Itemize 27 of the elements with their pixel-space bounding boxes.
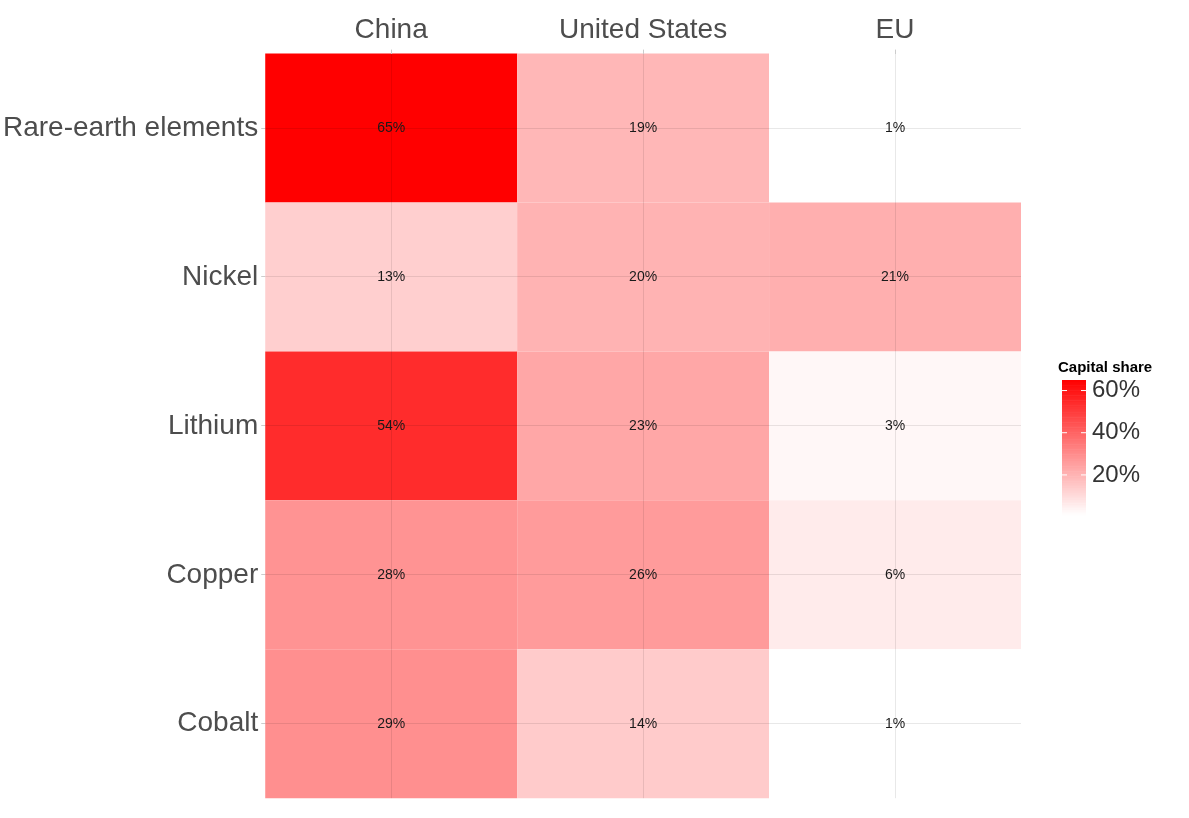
color-bar-title: Capital share [1058,358,1153,375]
data-label: 29% [377,714,406,731]
color-bar-label: 60% [1092,375,1141,403]
data-label: 54% [377,416,406,433]
data-label: 28% [377,565,406,582]
data-label: 20% [629,267,658,284]
data-label: 65% [377,118,406,135]
y-tick-label: Rare-earth elements [2,110,259,142]
color-bar-label: 40% [1092,417,1141,445]
data-label: 14% [629,714,658,731]
x-tick-label: United States [559,12,728,44]
data-label: 3% [884,416,906,433]
x-tick-label: China [354,12,429,44]
y-tick-label: Copper [166,557,259,589]
data-label: 19% [629,118,658,135]
color-bar-label: 20% [1092,459,1141,487]
data-label: 13% [377,267,406,284]
data-label: 21% [881,267,910,284]
data-label: 1% [884,118,906,135]
x-tick-label: EU [875,12,915,44]
y-tick-label: Lithium [167,408,259,440]
data-label: 1% [884,714,906,731]
y-tick-label: Nickel [181,259,259,291]
data-label: 23% [629,416,658,433]
y-tick-label: Cobalt [177,706,259,738]
data-label: 26% [629,565,658,582]
data-label: 6% [884,565,906,582]
